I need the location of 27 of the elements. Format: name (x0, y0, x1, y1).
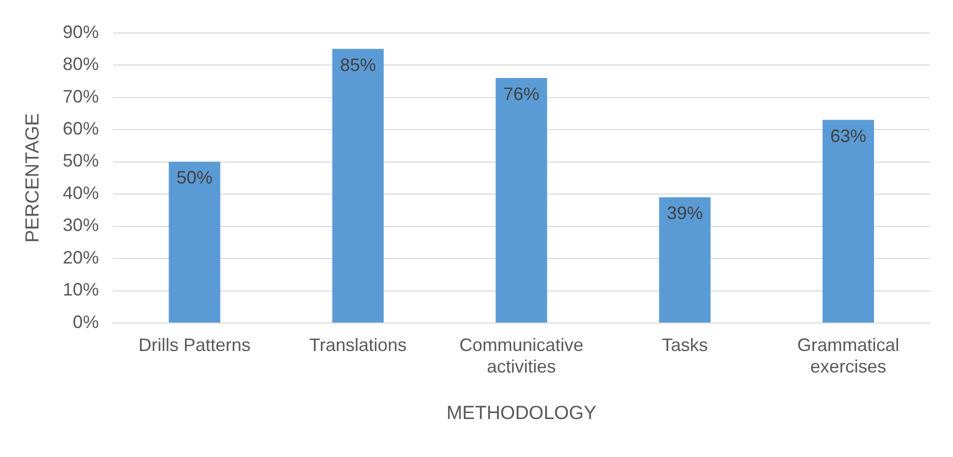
x-tick-label: Translations (309, 334, 407, 355)
data-label: 85% (340, 54, 376, 75)
y-tick-label: 20% (62, 247, 99, 268)
x-tick-label: Communicative activities (459, 334, 584, 376)
y-tick-label: 10% (62, 280, 99, 300)
data-label: 39% (666, 203, 703, 224)
x-axis-title: METHODOLOGY (446, 402, 597, 424)
x-tick-label: Grammatical exercises (797, 334, 900, 376)
data-label: 50% (176, 168, 213, 188)
x-tick-label: Drills Patterns (138, 334, 251, 355)
y-tick-label: 90% (62, 22, 99, 42)
y-tick-label: 0% (72, 312, 99, 332)
data-label: 63% (830, 126, 866, 146)
y-tick-label: 50% (62, 150, 99, 171)
y-tick-label: 40% (62, 182, 99, 203)
x-tick-label: Tasks (662, 334, 708, 355)
bar (168, 162, 220, 322)
data-label: 76% (503, 84, 540, 104)
y-tick-label: 30% (62, 215, 99, 236)
y-tick-label: 60% (62, 118, 99, 138)
y-tick-label: 70% (62, 86, 99, 106)
bar (496, 78, 548, 322)
y-axis-title: PERCENTAGE (22, 113, 44, 243)
bar (822, 120, 874, 322)
bar (332, 48, 384, 322)
y-tick-label: 80% (62, 54, 99, 74)
bar (659, 197, 711, 322)
